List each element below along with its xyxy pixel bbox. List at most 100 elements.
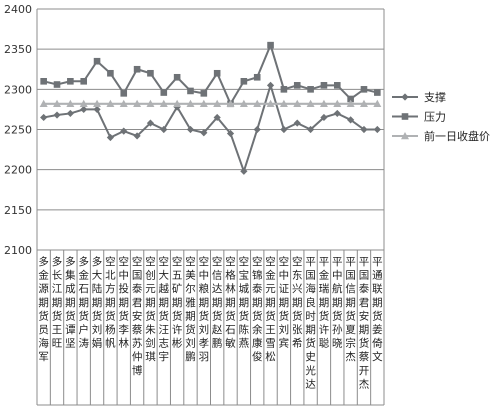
data-point — [240, 78, 248, 85]
legend-label: 压力 — [424, 111, 446, 124]
legend-item-0: 支撑 — [392, 90, 446, 104]
x-category-label: 平金瑞期货许聪 — [319, 256, 330, 350]
x-category-label: 多金石期货户涛 — [78, 255, 89, 350]
data-point — [133, 65, 141, 73]
x-category-label: 空中粮期货刘孝羽 — [199, 255, 210, 363]
data-point — [39, 99, 48, 107]
data-point — [186, 99, 195, 107]
x-category-label: 空北方期货杨帆 — [105, 255, 116, 350]
y-tick-label: 2200 — [4, 164, 32, 177]
data-point — [146, 119, 155, 127]
x-category-label: 多大陆期货刘娟 — [92, 255, 103, 350]
x-category-label: 平国泰君安期货蔡开杰 — [359, 256, 370, 390]
y-tick-label: 2350 — [4, 43, 32, 56]
data-point — [106, 99, 115, 107]
data-point — [199, 99, 208, 107]
x-category-label: 空锦泰期货余康俊 — [252, 255, 263, 363]
x-category-label: 平国信期货夏宗杰 — [345, 256, 356, 363]
x-axis-category-labels: 多金源期货员海军多长江期货王旺多集成期货谭坚多金石期货户涛多大陆期货刘娟空北方期… — [38, 255, 383, 390]
data-point — [200, 90, 208, 97]
data-point — [373, 99, 382, 107]
data-point — [293, 119, 301, 127]
data-point — [173, 99, 182, 107]
y-tick-label: 2100 — [4, 244, 32, 257]
data-point — [306, 125, 315, 134]
data-point — [240, 167, 248, 175]
data-point — [40, 113, 48, 122]
data-point — [173, 73, 181, 81]
data-point — [239, 99, 248, 107]
data-point — [360, 125, 368, 134]
data-point — [346, 99, 355, 107]
data-point — [253, 125, 261, 134]
data-point — [374, 89, 381, 96]
data-point — [80, 105, 88, 114]
x-category-label: 空金元期货王雪松 — [265, 255, 276, 363]
data-point — [79, 99, 88, 107]
data-point — [40, 78, 47, 85]
data-point — [360, 86, 368, 93]
data-point — [226, 129, 235, 138]
data-point — [66, 99, 75, 107]
data-point — [120, 127, 128, 135]
data-point — [119, 99, 128, 107]
x-category-label: 多集成期货谭坚 — [65, 255, 76, 350]
data-point — [80, 78, 88, 85]
y-axis-ticks: 2100 2150 2200 2250 2300 2350 2400 — [4, 3, 32, 257]
data-point — [266, 99, 275, 107]
x-category-label: 空大越期货汪志宇 — [159, 255, 170, 363]
series-2 — [39, 99, 382, 107]
data-point — [106, 133, 115, 142]
x-category-label: 空格林期货石敏 — [225, 255, 236, 350]
x-category-label: 空信达期货赵鹏 — [212, 255, 223, 350]
data-point — [159, 99, 168, 107]
data-point — [320, 113, 328, 122]
data-point — [253, 99, 262, 107]
y-tick-label: 2400 — [4, 3, 32, 16]
axes — [36, 9, 385, 406]
data-point — [53, 81, 61, 88]
legend-item-2: 前一日收盘价 — [392, 129, 490, 143]
data-point — [133, 132, 141, 140]
data-point — [213, 69, 221, 77]
y-tick-label: 2250 — [4, 124, 32, 137]
data-point — [67, 78, 74, 85]
data-point — [280, 86, 288, 93]
data-point — [319, 99, 328, 107]
x-category-label: 空中投期货李林 — [119, 255, 130, 350]
data-point — [93, 57, 101, 65]
data-point — [373, 125, 381, 134]
data-point — [306, 99, 315, 107]
legend-swatch-marker — [401, 113, 409, 120]
x-category-label: 空美尔雅期货刘鹏 — [185, 255, 196, 363]
data-point — [146, 99, 155, 107]
data-point — [226, 99, 235, 107]
data-series — [39, 41, 382, 175]
data-point — [347, 116, 355, 124]
legend-label: 前一日收盘价 — [424, 129, 490, 143]
gridlines — [37, 8, 384, 211]
data-point — [160, 125, 168, 134]
data-point — [53, 99, 62, 107]
x-category-label: 空创元期货朱剑琪 — [145, 255, 156, 363]
data-point — [213, 113, 221, 122]
data-point — [213, 99, 222, 107]
legend-swatch-marker — [401, 132, 409, 140]
legend-label: 支撑 — [424, 90, 446, 104]
data-point — [347, 95, 354, 103]
series-0 — [40, 81, 381, 175]
data-point — [160, 89, 168, 96]
x-category-label: 空五矿期货许彬 — [172, 255, 183, 350]
legend-swatch-marker — [401, 93, 409, 101]
y-tick-label: 2150 — [4, 204, 32, 217]
data-point — [280, 125, 288, 134]
data-point — [293, 99, 302, 107]
data-point — [307, 86, 314, 93]
x-category-label: 多长江期货王旺 — [52, 255, 63, 350]
data-point — [133, 99, 142, 107]
data-point — [293, 82, 301, 89]
x-category-label: 平中航期货孙晓 — [332, 256, 343, 350]
data-point — [93, 105, 101, 114]
